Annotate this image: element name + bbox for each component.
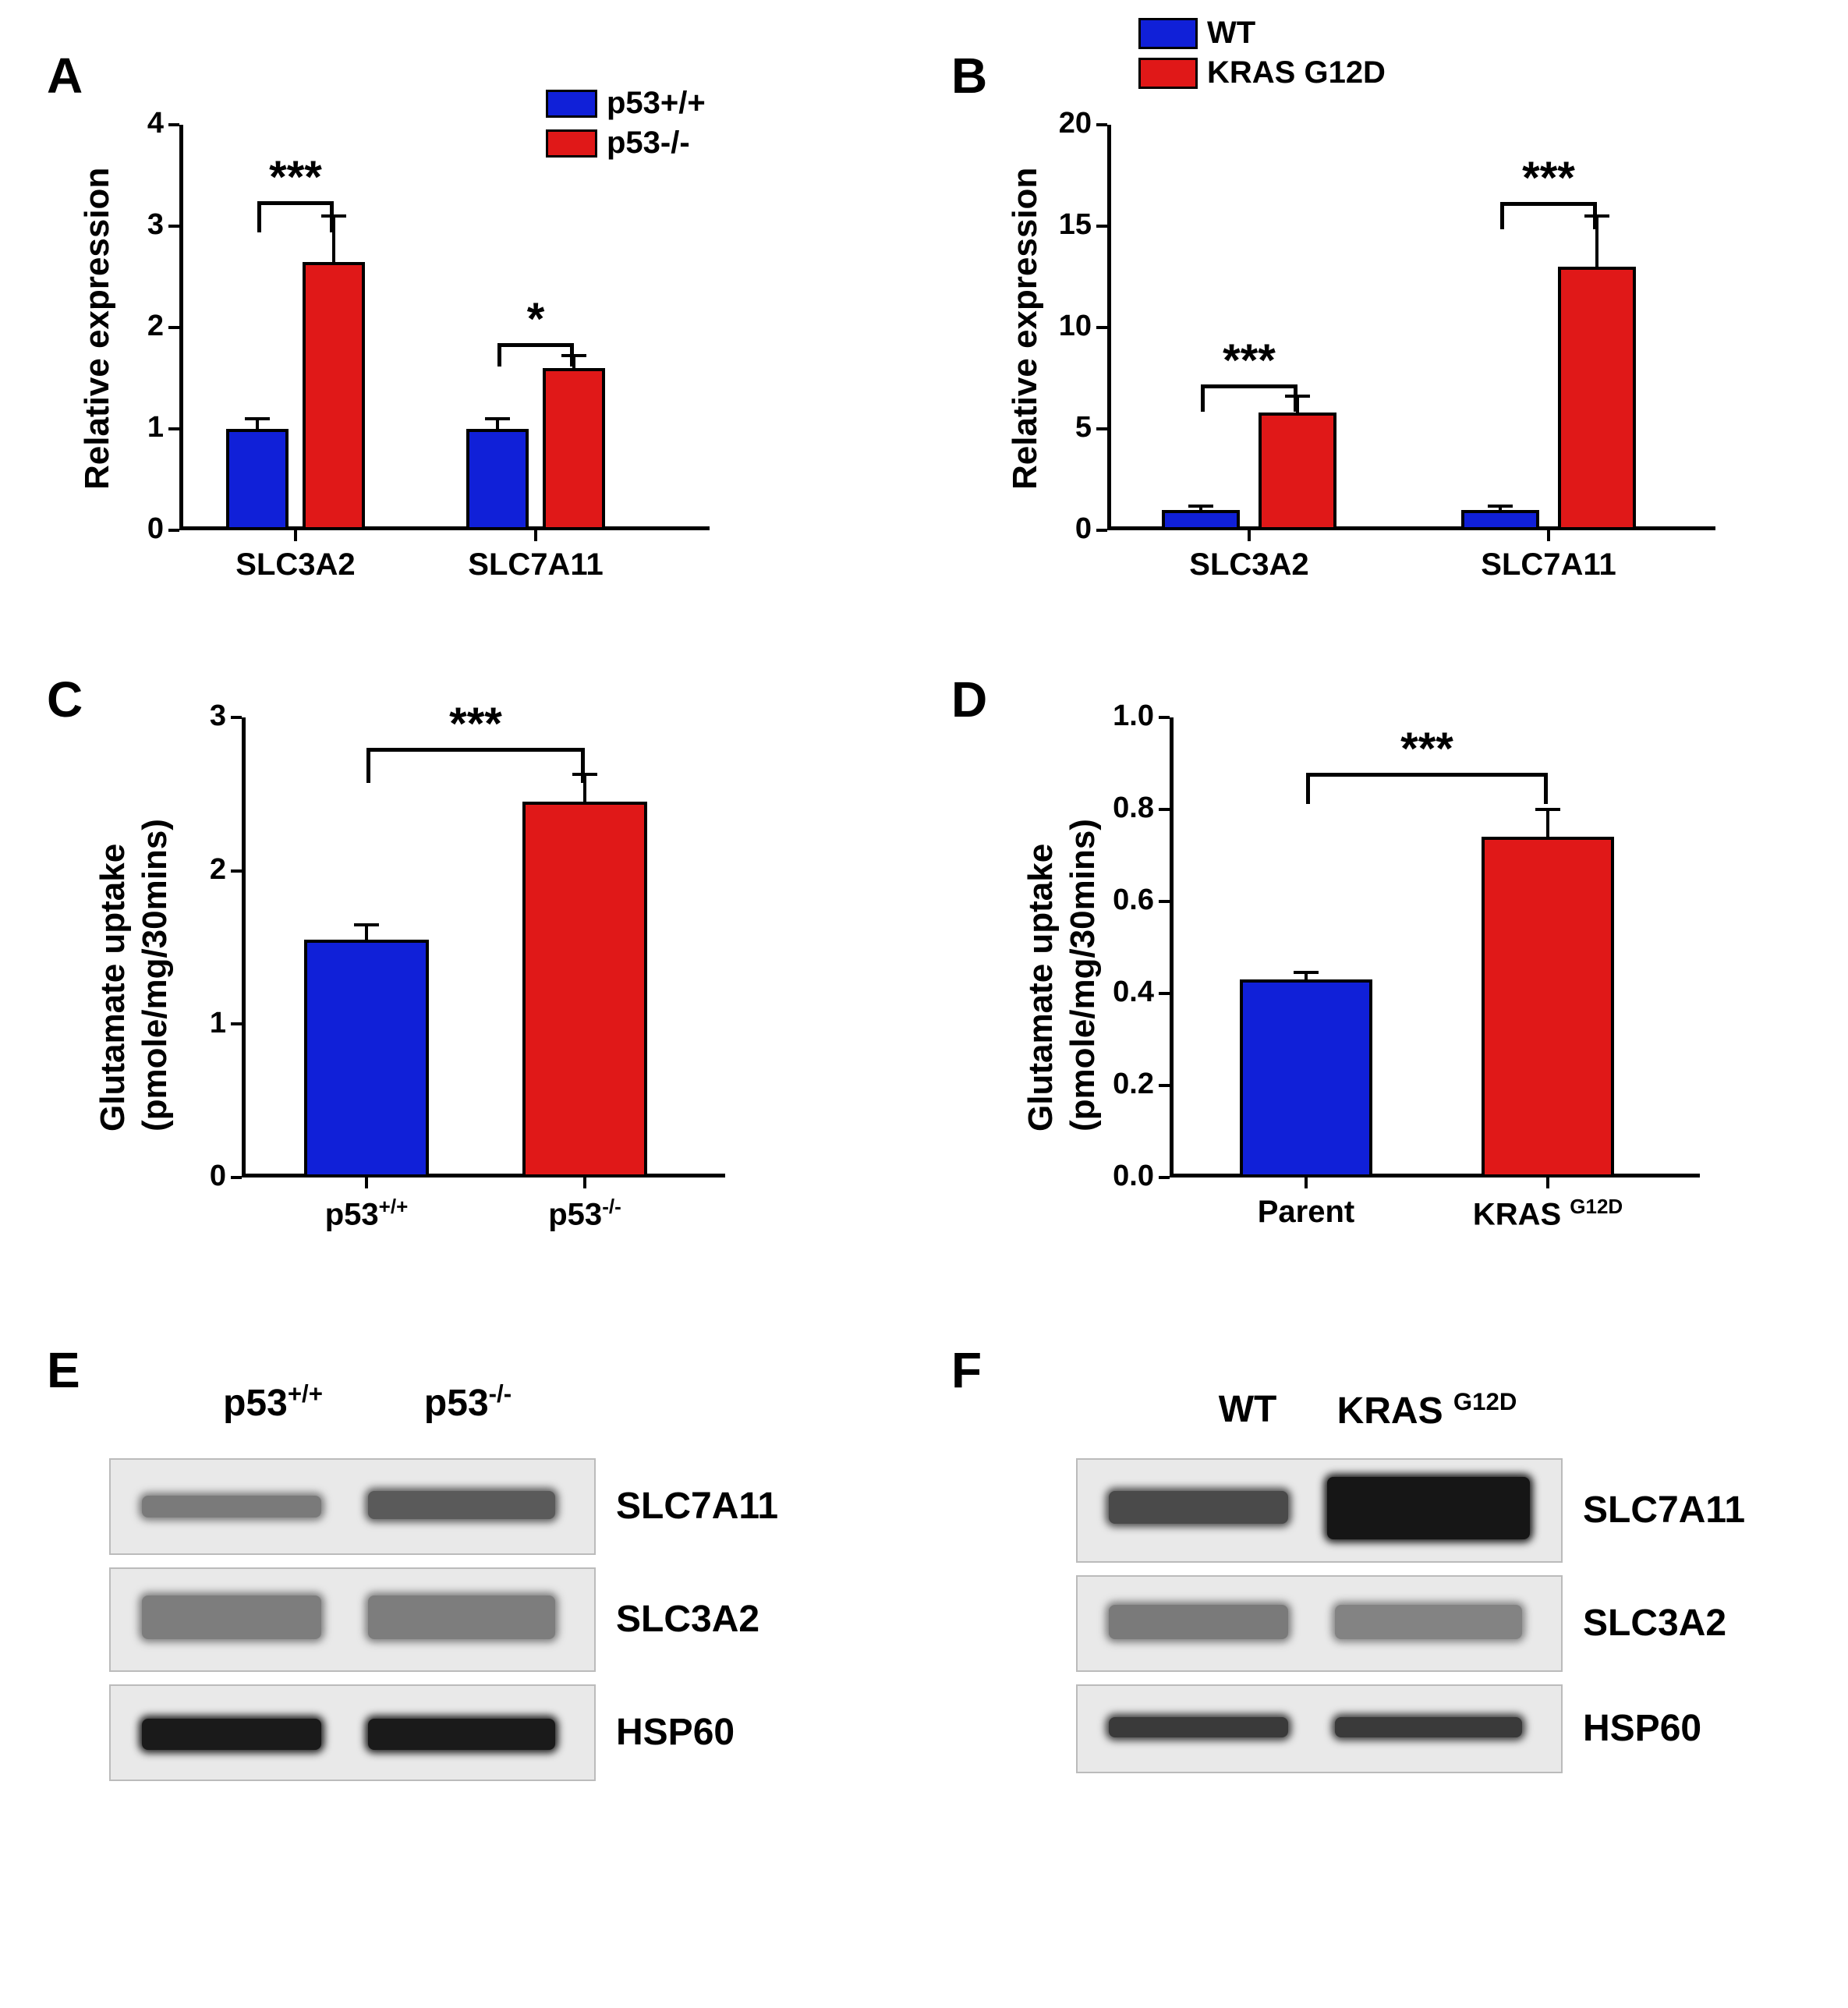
blot-f-band-1-1 — [1335, 1605, 1522, 1639]
chart-d-ytitle-0: Glutamate uptake — [1021, 844, 1060, 1131]
chart-b-bar-0-0 — [1162, 510, 1240, 530]
chart-c-ytitle-0: Glutamate uptake — [94, 844, 133, 1131]
chart-c-xcat-0: p53+/+ — [273, 1195, 460, 1232]
chart-b-ytick-0: 0 — [1021, 512, 1092, 546]
chart-d: 0.00.20.40.60.81.0Glutamate uptake(pmole… — [1170, 717, 1700, 1178]
blot-f-band-0-1 — [1327, 1477, 1530, 1539]
chart-d-xcat-1: KRAS G12D — [1450, 1195, 1645, 1232]
chart-b-bar-0-1 — [1259, 413, 1336, 530]
blot-e-col-0: p53+/+ — [172, 1380, 374, 1425]
chart-c-bar-0 — [304, 940, 429, 1178]
blot-f-col-1: KRAS G12D — [1326, 1388, 1528, 1433]
blot-e-label-1: SLC3A2 — [616, 1598, 759, 1641]
chart-a-bar-1-1 — [543, 368, 605, 530]
chart-d-ytick-0: 0.0 — [1084, 1160, 1154, 1193]
chart-c-ytick-3: 3 — [156, 699, 226, 733]
chart-b-sig-0: *** — [1195, 335, 1304, 387]
panel-label-c: C — [47, 671, 83, 728]
legend-b-item-1: KRAS G12D — [1207, 55, 1386, 90]
blot-e-band-2-1 — [368, 1719, 555, 1750]
chart-a-ytick-4: 4 — [94, 107, 164, 140]
chart-a: 01234Relative expressionSLC3A2SLC7A11***… — [179, 125, 710, 530]
blot-f-row-2 — [1076, 1684, 1563, 1773]
chart-a-ytick-0: 0 — [94, 512, 164, 546]
legend-b-item-0: WT — [1207, 16, 1255, 51]
chart-b-sig-1: *** — [1494, 152, 1603, 204]
blot-f-band-2-1 — [1335, 1717, 1522, 1737]
chart-d-bar-1 — [1482, 837, 1614, 1178]
chart-b-ytick-4: 20 — [1021, 107, 1092, 140]
chart-d-sig: *** — [1372, 723, 1482, 775]
chart-c-xcat-1: p53-/- — [491, 1195, 678, 1232]
chart-a-sig-0: *** — [241, 151, 350, 204]
chart-a-ytitle-0: Relative expression — [78, 168, 117, 490]
chart-a-bar-0-0 — [226, 429, 289, 530]
chart-b: 05101520Relative expressionSLC3A2SLC7A11… — [1107, 125, 1715, 530]
blot-f-row-1 — [1076, 1575, 1563, 1672]
chart-c-bar-1 — [522, 802, 647, 1178]
panel-label-b: B — [951, 47, 987, 104]
figure-root: ABCDEFp53+/+p53-/-WTKRAS G12D01234Relati… — [0, 0, 1848, 2008]
blot-f-label-2: HSP60 — [1583, 1707, 1701, 1750]
blot-e-band-1-1 — [368, 1595, 555, 1639]
chart-d-ytitle-1: (pmole/mg/30mins) — [1064, 819, 1103, 1131]
chart-d-bar-0 — [1240, 979, 1372, 1178]
chart-c: 0123Glutamate uptake(pmole/mg/30mins)p53… — [242, 717, 725, 1178]
chart-a-xcat-1: SLC7A11 — [435, 547, 636, 583]
blot-e-band-0-1 — [368, 1491, 555, 1519]
blot-f-row-0 — [1076, 1458, 1563, 1563]
chart-c-sig: *** — [421, 698, 530, 750]
chart-b-xcat-1: SLC7A11 — [1430, 547, 1667, 583]
blot-e-row-2 — [109, 1684, 596, 1781]
blot-f-label-1: SLC3A2 — [1583, 1602, 1726, 1645]
blot-e-band-2-0 — [142, 1719, 321, 1750]
blot-e-band-0-0 — [142, 1496, 321, 1518]
panel-label-d: D — [951, 671, 987, 728]
legend-a-item-0: p53+/+ — [607, 86, 706, 121]
blot-f-band-2-0 — [1109, 1717, 1288, 1737]
blot-e-row-0 — [109, 1458, 596, 1555]
panel-label-a: A — [47, 47, 83, 104]
blot-e-label-2: HSP60 — [616, 1711, 735, 1754]
chart-c-ytitle-1: (pmole/mg/30mins) — [136, 819, 175, 1131]
blot-f-label-0: SLC7A11 — [1583, 1489, 1745, 1532]
chart-a-bar-1-0 — [466, 429, 529, 530]
chart-a-sig-1: * — [481, 293, 590, 345]
chart-b-bar-1-0 — [1461, 510, 1539, 530]
blot-f-col-0: WT — [1146, 1388, 1349, 1431]
blot-e-row-1 — [109, 1567, 596, 1672]
chart-d-xcat-0: Parent — [1209, 1195, 1404, 1230]
panel-label-e: E — [47, 1341, 80, 1399]
chart-b-bar-1-1 — [1558, 267, 1636, 530]
blot-e-label-0: SLC7A11 — [616, 1485, 778, 1528]
blot-f-band-0-0 — [1109, 1491, 1288, 1524]
chart-a-xcat-0: SLC3A2 — [195, 547, 396, 583]
chart-c-ytick-0: 0 — [156, 1160, 226, 1193]
chart-a-bar-0-1 — [303, 262, 365, 531]
blot-f-band-1-0 — [1109, 1605, 1288, 1639]
legend-b: WT KRAS G12D — [1138, 16, 1386, 95]
chart-b-ytitle-0: Relative expression — [1006, 168, 1045, 490]
chart-d-ytick-5: 1.0 — [1084, 699, 1154, 733]
chart-b-xcat-0: SLC3A2 — [1131, 547, 1368, 583]
blot-e-band-1-0 — [142, 1595, 321, 1639]
blot-e-col-1: p53-/- — [366, 1380, 569, 1425]
panel-label-f: F — [951, 1341, 982, 1399]
